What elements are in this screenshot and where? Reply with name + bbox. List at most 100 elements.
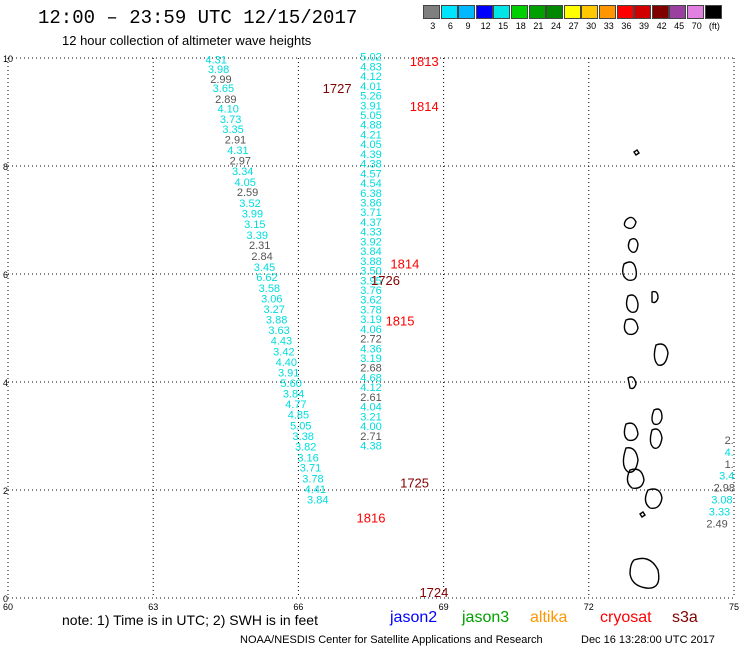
colorbar-swatch — [599, 5, 616, 19]
wave-height-point: 3.91 — [278, 368, 299, 380]
colorbar-swatch — [528, 5, 546, 19]
wave-height-point: 5.60 — [280, 378, 301, 390]
wave-height-point: 3.95 — [360, 275, 381, 287]
wave-height-point: 3.15 — [244, 219, 265, 231]
colorbar-label: 24 — [550, 21, 561, 31]
coastline — [623, 422, 639, 442]
wave-height-point: 2.31 — [249, 240, 270, 252]
wave-height-point: 4.06 — [360, 324, 381, 336]
wave-height-point: 3.45 — [254, 262, 275, 274]
y-tick-label: 6 — [3, 270, 8, 280]
x-tick-label: 75 — [729, 602, 739, 612]
wave-height-point: 4.41 — [305, 484, 326, 496]
wave-height-point: 3.38 — [293, 431, 314, 443]
colorbar-swatch — [546, 5, 564, 19]
time-label: 1725 — [400, 475, 429, 490]
wave-height-point: 4.31 — [205, 54, 226, 66]
x-tick-label: 60 — [3, 602, 13, 612]
colorbar-swatch — [669, 5, 687, 19]
coastline — [623, 216, 637, 230]
coastline — [626, 468, 645, 490]
wave-height-point: 6.38 — [360, 188, 381, 200]
wave-height-point: 3.34 — [232, 166, 253, 178]
wave-height-point: 4.31 — [227, 145, 248, 157]
x-tick-label: 66 — [293, 602, 303, 612]
colorbar-swatch — [493, 5, 511, 19]
wave-height-point: 3.63 — [268, 325, 289, 337]
wave-height-point: 2.72 — [360, 334, 381, 346]
colorbar-swatch — [704, 5, 722, 19]
wave-height-point: 4.85 — [288, 410, 309, 422]
wave-height-point: 4.40 — [276, 357, 297, 369]
time-label: 1813 — [410, 54, 439, 69]
wave-height-point: 3.91 — [360, 100, 381, 112]
colorbar-label: 36 — [621, 21, 632, 31]
wave-height-point: 4.12 — [360, 71, 381, 83]
wave-height-point: 4.10 — [218, 104, 239, 116]
wave-height-point: 3.58 — [259, 283, 280, 295]
x-tick-label: 63 — [148, 602, 158, 612]
coastline — [621, 261, 638, 281]
colorbar-label: 15 — [498, 21, 509, 31]
colorbar-swatch — [687, 5, 704, 19]
wave-height-point: 5.02 — [360, 52, 381, 64]
time-label: 1727 — [323, 81, 352, 96]
colorbar-swatch — [475, 5, 493, 19]
colorbar-label: 21 — [533, 21, 544, 31]
colorbar-label: 12 — [480, 21, 491, 31]
coastline — [653, 343, 669, 366]
colorbar-swatch — [423, 5, 440, 19]
time-label: 1726 — [371, 273, 400, 288]
legend-cryosat: cryosat — [600, 609, 652, 626]
wave-height-point: 4.05 — [234, 177, 255, 189]
wave-height-point: 3.88 — [360, 256, 381, 268]
wave-height-point: 3.35 — [222, 124, 243, 136]
wave-height-point: 3.19 — [360, 353, 381, 365]
wave-height-point: 4.88 — [360, 120, 381, 132]
note-text: note: 1) Time is in UTC; 2) SWH is in fe… — [62, 612, 318, 628]
x-tick-label: 72 — [584, 602, 594, 612]
colorbar-label: 9 — [465, 21, 471, 31]
wave-height-point: 3.19 — [360, 314, 381, 326]
wave-height-point: 4.05 — [360, 139, 381, 151]
wave-height-point: 4.39 — [360, 149, 381, 161]
wave-height-point: 3.99 — [242, 208, 263, 220]
wave-height-point: 2.59 — [237, 187, 258, 199]
legend-jason3: jason3 — [462, 609, 510, 626]
coastline — [622, 447, 639, 473]
wave-height-point: 5.05 — [290, 421, 311, 433]
colorbar-label: 3 — [430, 21, 436, 31]
wave-height-point: 3.84 — [307, 495, 328, 507]
y-tick-label: 8 — [3, 162, 8, 172]
colorbar-label: 27 — [568, 21, 579, 31]
wave-height-point: 2.71 — [360, 431, 381, 443]
wave-height-point: 3.62 — [360, 295, 381, 307]
x-tick-label: 69 — [439, 602, 449, 612]
wave-height-point: 3.78 — [360, 304, 381, 316]
wave-height-point: 2.61 — [360, 392, 381, 404]
colorbar-swatch — [616, 5, 634, 19]
wave-height-point: 2.99 — [210, 74, 231, 86]
wave-height-point: 3.98 — [208, 64, 229, 76]
wave-height-point: 3.21 — [360, 411, 381, 423]
wave-height-point: 4.01 — [360, 81, 381, 93]
wave-height-point: 2.98 — [714, 483, 735, 495]
colorbar-label: 33 — [603, 21, 614, 31]
wave-height-point: 3.39 — [247, 230, 268, 242]
coastline — [639, 511, 646, 518]
colorbar-label: 39 — [638, 21, 649, 31]
wave-height-point: 1. — [725, 459, 734, 471]
wave-height-point: 2.68 — [360, 363, 381, 375]
colorbar-swatch — [511, 5, 528, 19]
coastline — [651, 290, 659, 304]
wave-height-point: 4.54 — [360, 178, 381, 190]
wave-height-point: 3.65 — [213, 83, 234, 95]
time-label: 1814 — [390, 257, 419, 272]
colorbar-swatch — [651, 5, 669, 19]
wave-height-point: 3.52 — [239, 198, 260, 210]
time-label: 1724 — [419, 585, 448, 600]
wave-height-point: 3.4 — [719, 471, 734, 483]
wave-height-point: 3.92 — [360, 236, 381, 248]
time-label: 1816 — [357, 510, 386, 525]
